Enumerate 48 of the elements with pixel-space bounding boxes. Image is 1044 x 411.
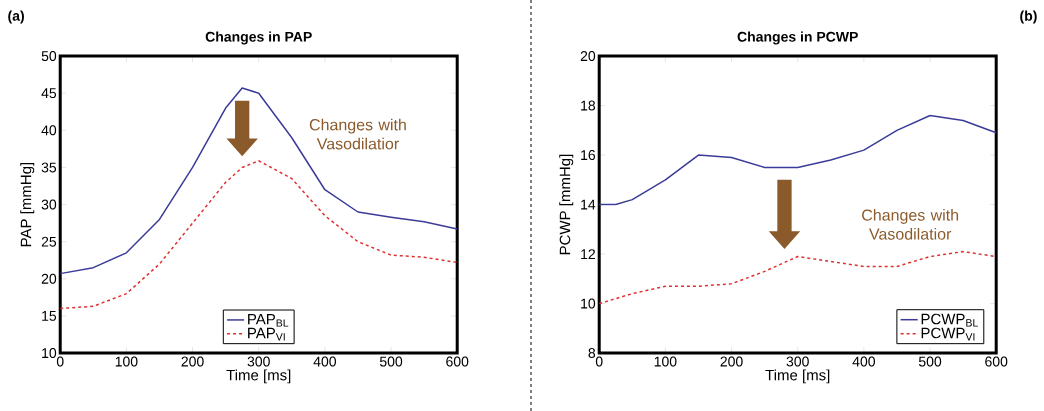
x-tick-label: 600 — [446, 356, 469, 367]
x-tick-label: 100 — [654, 356, 677, 367]
y-tick-label: 20 — [580, 51, 596, 62]
text: (b) — [1020, 10, 1037, 24]
legend-label: PCWP$_{BL}$ — [921, 313, 978, 327]
x-tick-label: 0 — [56, 356, 64, 367]
x-tick-label: 300 — [786, 356, 809, 367]
y-tick-label: 12 — [581, 249, 595, 259]
x-tick-label: 100 — [115, 356, 138, 367]
x-tick-label: 200 — [181, 356, 204, 367]
chart-title: Changes in PAP — [205, 31, 312, 45]
legend-label: PCWP$_{VI}$ — [921, 327, 975, 341]
x-tick-label: 300 — [247, 356, 270, 367]
y-tick-label: 15 — [42, 311, 57, 321]
y-axis-title: PCWP [mmHg] — [559, 154, 574, 255]
y-tick-label: 18 — [581, 100, 596, 111]
y-axis-title: PAP [mmHg] — [20, 162, 35, 247]
x-tick-label: 400 — [313, 356, 337, 367]
y-tick-label: 45 — [41, 88, 57, 99]
y-tick-label: 40 — [41, 125, 57, 136]
x-axis-title: Time [ms] — [765, 369, 830, 384]
chart-title: Changes in PCWP — [737, 31, 858, 45]
x-tick-label: 0 — [595, 356, 603, 367]
legend-label: PAP$_{VI}$ — [248, 327, 285, 341]
annotation: Changes with Vasodilatior — [862, 209, 959, 240]
y-tick-label: 25 — [41, 236, 57, 247]
annotation: Changes with Vasodilatior — [309, 118, 406, 150]
y-tick-label: 14 — [581, 199, 596, 210]
text: (a) — [8, 10, 24, 24]
line-series — [599, 250, 997, 305]
x-tick-label: 500 — [918, 356, 942, 367]
line-series — [60, 160, 458, 310]
line-series — [599, 114, 997, 206]
x-tick-label: 400 — [852, 356, 876, 367]
y-tick-label: 10 — [42, 348, 57, 359]
y-tick-label: 30 — [41, 199, 57, 210]
y-tick-label: 50 — [41, 51, 57, 62]
x-tick-label: 200 — [720, 356, 743, 367]
y-tick-label: 10 — [581, 298, 596, 309]
x-tick-label: 600 — [985, 356, 1008, 367]
x-axis-title: Time [ms] — [226, 369, 291, 384]
y-tick-label: 20 — [41, 273, 57, 284]
legend-label: PAP$_{BL}$ — [248, 314, 289, 327]
line-series — [60, 87, 458, 275]
y-tick-label: 8 — [588, 348, 596, 359]
y-tick-label: 16 — [581, 150, 596, 161]
x-tick-label: 500 — [379, 356, 403, 367]
y-tick-label: 35 — [41, 162, 57, 173]
